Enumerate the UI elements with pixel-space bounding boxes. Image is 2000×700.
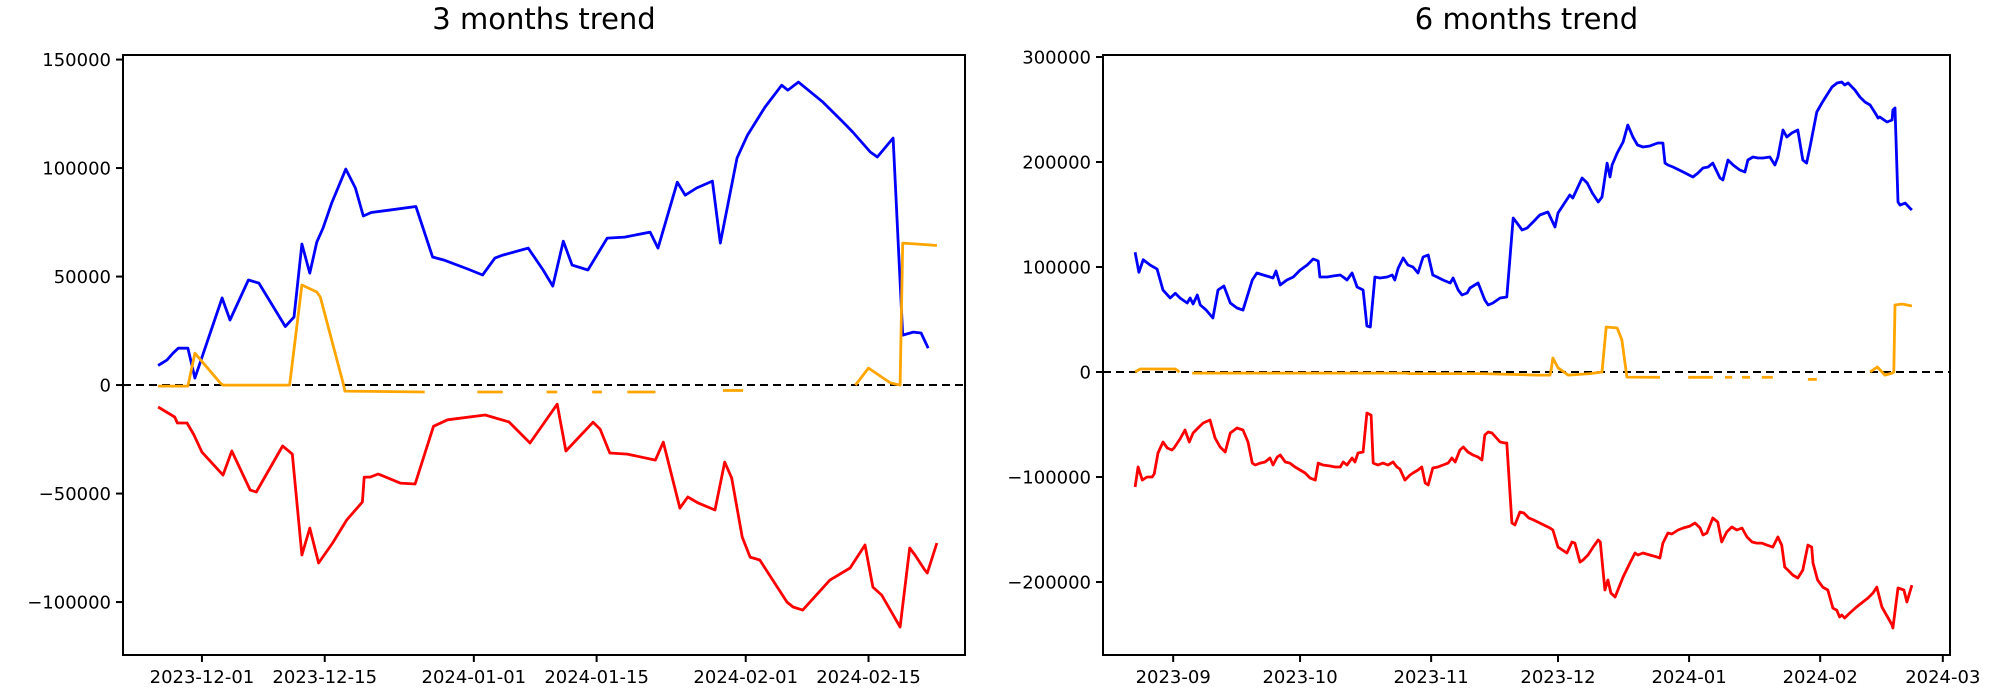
y-tick-label: 150000 [42,50,111,71]
x-tick-label: 2024-02 [1783,667,1858,688]
chart-title-6-months: 6 months trend [1414,2,1639,36]
series-red-line [157,402,939,629]
y-tick-label: −50000 [39,484,111,505]
y-tick-label: −100000 [1007,468,1091,489]
x-tick-label: 2023-12-01 [150,667,255,688]
x-tick-label: 2023-12 [1520,667,1595,688]
chart-title-3-months: 3 months trend [432,2,656,36]
series-orange-line [1192,325,1660,379]
series-red-line [1133,411,1914,630]
y-tick-label: 300000 [1022,47,1091,68]
y-tick-label: 0 [1080,363,1091,384]
series-blue-line [157,80,930,380]
series-orange-line [1134,367,1181,374]
y-tick-label: 100000 [42,159,111,180]
y-tick-label: 200000 [1022,153,1091,174]
x-tick-label: 2023-12-15 [272,667,377,688]
series-orange-line [158,283,425,394]
x-tick-label: 2023-10 [1262,667,1337,688]
y-tick-label: −100000 [27,593,111,614]
plot-border [1102,54,1951,656]
y-tick-label: 0 [100,376,111,397]
series-blue-line [1133,80,1913,329]
x-tick-label: 2024-01-01 [422,667,527,688]
x-tick-label: 2023-09 [1136,667,1211,688]
y-tick-label: 50000 [54,267,111,288]
y-tick-label: 100000 [1022,258,1091,279]
plot-border [122,54,966,656]
x-tick-label: 2023-11 [1394,667,1469,688]
series-orange-line [1869,302,1913,377]
series-orange-line [854,241,938,387]
x-tick-label: 2024-02-15 [816,667,921,688]
x-tick-label: 2024-02-01 [693,667,798,688]
x-tick-label: 2024-03 [1905,667,1980,688]
x-tick-label: 2024-01 [1651,667,1726,688]
y-tick-label: −200000 [1007,573,1091,594]
x-tick-label: 2024-01-15 [544,667,649,688]
